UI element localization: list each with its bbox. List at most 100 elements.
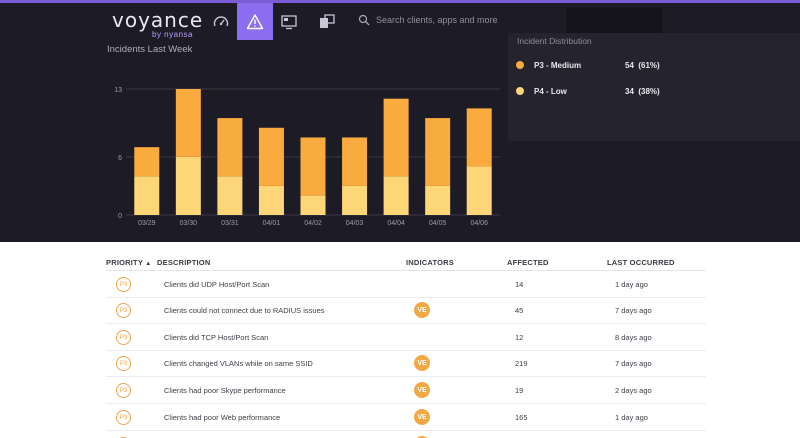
incident-description: Clients did UDP Host/Port Scan xyxy=(164,280,270,289)
incident-description: Clients could not connect due to RADIUS … xyxy=(164,306,325,315)
bar-p3-medium xyxy=(258,127,284,186)
x-tick-label: 03/31 xyxy=(221,220,239,227)
bar-p4-low xyxy=(342,185,368,215)
affected-count: 45 xyxy=(515,306,524,315)
incidents-bar-chart: 0 6 13 03/29 03/30 03/31 04/01 04/02 04/03 04/04 0… xyxy=(114,87,500,227)
bar-p4-low xyxy=(175,156,201,215)
x-tick-label: 03/29 xyxy=(138,220,156,227)
priority-badge: P3 xyxy=(116,410,131,425)
last-occurred: 8 days ago xyxy=(615,333,652,342)
distribution-item-p4[interactable]: P4 - Low 34 (38%) xyxy=(516,85,660,97)
monitor-icon xyxy=(281,14,297,29)
distribution-count: 54 (61%) xyxy=(625,60,660,70)
y-tick-label: 13 xyxy=(114,87,122,94)
voyance-logo[interactable]: voyance by nyansa xyxy=(112,10,222,39)
x-tick-label: 04/04 xyxy=(387,220,405,227)
x-tick-label: 04/05 xyxy=(429,220,447,227)
last-occurred: 7 days ago xyxy=(615,306,652,315)
bar-p3-medium xyxy=(134,147,160,177)
distribution-count: 34 (38%) xyxy=(625,86,660,96)
sort-asc-icon: ▲ xyxy=(145,261,152,267)
devices-icon xyxy=(320,13,335,28)
global-search[interactable] xyxy=(358,8,556,32)
bar-p3-medium xyxy=(300,137,326,196)
indicator-badge-icon[interactable]: VE xyxy=(414,302,430,318)
affected-count: 165 xyxy=(515,413,528,422)
y-tick-label: 0 xyxy=(118,213,122,220)
x-tick-label: 04/02 xyxy=(304,220,322,227)
bar-p4-low xyxy=(217,176,243,215)
legend-dot-p3 xyxy=(516,61,524,69)
incident-distribution-panel: Incident Distribution P3 - Medium 54 (61… xyxy=(508,33,800,141)
indicator-badge-icon[interactable]: VE xyxy=(414,355,430,371)
table-row[interactable]: P3 Clients had poor Web performance VE 165 1… xyxy=(106,404,706,431)
priority-badge: P3 xyxy=(116,330,131,345)
indicator-badge-icon[interactable]: VE xyxy=(414,436,430,438)
col-description-header[interactable]: DESCRIPTION xyxy=(157,258,211,267)
incident-description: Clients did TCP Host/Port Scan xyxy=(164,333,269,342)
nav-devices-button[interactable] xyxy=(309,3,345,40)
indicator-badge-icon[interactable]: VE xyxy=(414,382,430,398)
affected-count: 19 xyxy=(515,386,524,395)
table-row[interactable]: P3VE xyxy=(106,431,706,438)
last-occurred: 1 day ago xyxy=(615,280,648,289)
col-indicators-header[interactable]: INDICATORS xyxy=(406,258,454,267)
bar-p3-medium xyxy=(466,108,492,167)
search-icon xyxy=(358,14,370,26)
warning-icon xyxy=(246,13,264,29)
last-occurred: 1 day ago xyxy=(615,413,648,422)
table-row[interactable]: P3 Clients had poor Skype performance VE 19… xyxy=(106,377,706,404)
nav-incidents-button[interactable] xyxy=(237,3,273,40)
col-priority-header[interactable]: PRIORITY ▲ xyxy=(106,258,152,267)
incidents-chart-title: Incidents Last Week xyxy=(107,44,193,55)
table-row[interactable]: P3 Clients changed VLANs while on same SS… xyxy=(106,350,706,377)
incident-description: Clients changed VLANs while on same SSID xyxy=(164,359,313,368)
distribution-label: P4 - Low xyxy=(534,86,567,96)
affected-count: 12 xyxy=(515,333,524,342)
bar-p3-medium xyxy=(175,89,201,157)
incident-description: Clients had poor Web performance xyxy=(164,413,281,422)
bar-p3-medium xyxy=(342,137,368,186)
bar-p4-low xyxy=(258,185,284,215)
indicator-badge-icon[interactable]: VE xyxy=(414,409,430,425)
bar-p4-low xyxy=(300,195,326,215)
last-occurred: 7 days ago xyxy=(615,359,652,368)
nav-monitor-button[interactable] xyxy=(271,3,307,40)
bar-p4-low xyxy=(466,166,492,215)
x-tick-label: 04/03 xyxy=(346,220,364,227)
bar-p3-medium xyxy=(383,98,409,177)
table-row[interactable]: P3 Clients could not connect due to RADIU… xyxy=(106,297,706,324)
priority-badge: P3 xyxy=(116,303,131,318)
nav-dashboard-button[interactable] xyxy=(203,3,239,40)
table-row[interactable]: P3 Clients did UDP Host/Port Scan 14 1 day … xyxy=(106,271,706,298)
top-accent-strip xyxy=(0,0,800,3)
affected-count: 219 xyxy=(515,359,528,368)
last-occurred: 2 days ago xyxy=(615,386,652,395)
table-row[interactable]: P3 Clients did TCP Host/Port Scan 12 8 days… xyxy=(106,324,706,351)
distribution-label: P3 - Medium xyxy=(534,60,582,70)
legend-dot-p4 xyxy=(516,87,524,95)
x-tick-label: 04/01 xyxy=(263,220,281,227)
x-tick-label: 03/30 xyxy=(180,220,198,227)
col-affected-header[interactable]: AFFECTED xyxy=(507,258,549,267)
logo-subtext: by nyansa xyxy=(152,30,193,39)
bar-p4-low xyxy=(383,176,409,215)
bar-p3-medium xyxy=(425,118,451,186)
x-tick-label: 04/06 xyxy=(470,220,488,227)
distribution-item-p3[interactable]: P3 - Medium 54 (61%) xyxy=(516,59,660,71)
incident-description: Clients had poor Skype performance xyxy=(164,386,286,395)
y-tick-label: 6 xyxy=(118,155,122,162)
bar-p4-low xyxy=(134,176,160,215)
affected-count: 14 xyxy=(515,280,524,289)
distribution-title: Incident Distribution xyxy=(517,36,592,46)
gauge-icon xyxy=(213,15,229,26)
search-input[interactable] xyxy=(376,15,546,25)
priority-badge: P3 xyxy=(116,277,131,292)
bar-p4-low xyxy=(425,185,451,215)
header-divider xyxy=(106,270,706,271)
incidents-table-header: PRIORITY ▲ DESCRIPTION INDICATORS AFFECT… xyxy=(106,258,706,270)
col-last-occurred-header[interactable]: LAST OCCURRED xyxy=(607,258,675,267)
logo-text: voyance xyxy=(112,8,204,32)
priority-badge: P3 xyxy=(116,356,131,371)
bar-p3-medium xyxy=(217,118,243,177)
